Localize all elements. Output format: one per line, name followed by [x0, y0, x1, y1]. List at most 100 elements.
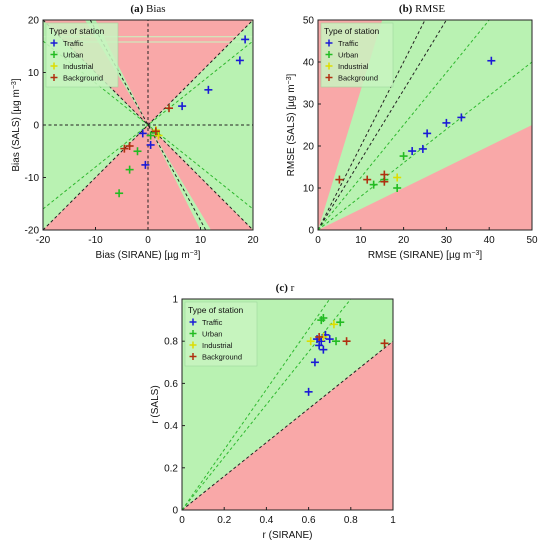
- x-tick-label: 20: [398, 235, 410, 246]
- y-tick-label: -10: [25, 173, 40, 184]
- y-tick-label: 20: [28, 16, 40, 27]
- data-point-traffic: [204, 85, 213, 94]
- legend: Type of station Traffic Urban Industrial Bac…: [45, 22, 119, 88]
- data-point-traffic: [304, 387, 313, 396]
- data-point-industrial: [393, 173, 402, 182]
- legend-box: [320, 22, 394, 88]
- y-tick-label: 0: [172, 506, 178, 517]
- legend-box: [184, 301, 258, 367]
- x-tick-label: 40: [484, 235, 496, 246]
- y-tick-label: 1: [172, 295, 178, 306]
- legend-label: Industrial: [202, 341, 233, 350]
- panel-rmse: 0 10 20 30 40 50 0 10 20 30 40 50 RMSE (SIRANE) [µg …: [286, 3, 538, 261]
- data-point-urban: [393, 184, 402, 192]
- data-point-traffic: [235, 56, 244, 65]
- x-tick-label: 1: [390, 515, 396, 526]
- legend-item-background: Background: [50, 74, 103, 83]
- reference-line: [182, 299, 352, 510]
- data-point-traffic: [457, 113, 466, 122]
- data-point-traffic: [487, 56, 496, 65]
- data-point-urban: [369, 180, 378, 189]
- legend: Type of station Traffic Urban Industrial Bac…: [184, 301, 258, 367]
- data-point-urban: [125, 165, 134, 174]
- x-tick-label: 0.8: [344, 515, 358, 526]
- data-point-background: [380, 170, 389, 179]
- legend-item-urban: Urban: [325, 51, 358, 60]
- panel-bias: -20 -10 0 10 20 -20 -10 0 10 20 Bias (SIRANE) [µg …: [11, 3, 259, 261]
- data-point-traffic: [423, 129, 432, 138]
- data-point-industrial: [306, 337, 315, 346]
- data-point-background: [315, 332, 324, 341]
- data-point-urban: [146, 131, 155, 140]
- data-point-traffic: [317, 337, 326, 346]
- y-tick-label: 0: [33, 121, 39, 132]
- data-point-background: [151, 127, 160, 136]
- data-point-traffic: [310, 358, 319, 367]
- legend-item-urban: Urban: [50, 51, 83, 60]
- legend-label: Industrial: [63, 62, 94, 71]
- reference-line: [182, 340, 393, 510]
- plot-area: [318, 20, 532, 230]
- region-green: [148, 41, 253, 230]
- x-axis-label: Bias (SIRANE) [µg m−3]: [96, 250, 201, 262]
- reference-line: [318, 20, 447, 230]
- legend-item-industrial: Industrial: [325, 62, 369, 71]
- x-tick-label: 20: [247, 235, 259, 246]
- plot-frame: [317, 19, 533, 231]
- data-point-background: [165, 104, 173, 113]
- x-tick-label: 0: [179, 515, 185, 526]
- legend-title: Type of station: [324, 26, 380, 36]
- data-point-urban: [332, 337, 341, 346]
- data-point-traffic: [138, 129, 147, 138]
- data-point-background: [125, 142, 134, 150]
- data-point-background: [363, 175, 372, 184]
- y-tick-label: 0.2: [164, 463, 178, 474]
- x-tick-label: 0: [315, 235, 321, 246]
- data-point-traffic: [241, 35, 250, 44]
- x-tick-label: 10: [195, 235, 207, 246]
- legend: Type of station Traffic Urban Industrial Bac…: [320, 22, 394, 88]
- legend-item-traffic: Traffic: [50, 39, 84, 48]
- data-point-industrial: [329, 320, 338, 329]
- x-axis-label: RMSE (SIRANE) [µg m−3]: [368, 250, 483, 262]
- data-point-traffic: [315, 341, 324, 350]
- legend-item-industrial: Industrial: [189, 341, 233, 350]
- region-green: [318, 20, 532, 230]
- reference-line: [318, 61, 532, 230]
- data-point-background: [120, 144, 129, 153]
- y-axis-label: r (SALS): [150, 385, 161, 423]
- y-tick-label: 20: [303, 142, 315, 153]
- data-point-background: [380, 339, 389, 348]
- data-point-background: [380, 177, 389, 186]
- legend-item-background: Background: [325, 74, 378, 83]
- plot-frame: [181, 298, 394, 511]
- legend-label: Industrial: [338, 62, 369, 71]
- legend-label: Traffic: [202, 318, 223, 327]
- reference-line: [318, 20, 426, 230]
- data-point-industrial: [154, 131, 163, 140]
- y-tick-label: 0.8: [164, 337, 178, 348]
- data-point-background: [335, 175, 344, 184]
- panel-r: 0 0.2 0.4 0.6 0.8 1 0 0.2 0.4 0.6 0.8 1 r (SIRANE) r …: [150, 282, 396, 541]
- data-point-urban: [319, 313, 328, 322]
- legend-label: Background: [202, 353, 242, 362]
- x-tick-label: 10: [355, 235, 367, 246]
- data-point-urban: [133, 147, 142, 156]
- x-tick-label: -10: [88, 235, 103, 246]
- y-tick-label: 0: [308, 226, 314, 237]
- legend-title: Type of station: [49, 26, 105, 36]
- data-point-urban: [336, 318, 345, 327]
- y-tick-label: 10: [303, 184, 315, 195]
- legend-label: Urban: [63, 51, 83, 60]
- x-axis-label: r (SIRANE): [263, 530, 313, 541]
- legend-label: Urban: [202, 330, 222, 339]
- data-point-traffic: [418, 144, 427, 153]
- x-tick-label: 30: [441, 235, 453, 246]
- y-tick-label: 0.6: [164, 379, 178, 390]
- legend-item-traffic: Traffic: [325, 39, 359, 48]
- legend-label: Background: [63, 74, 103, 83]
- data-point-traffic: [408, 147, 417, 156]
- y-axis-label: Bias (SALS) [µg m−3]: [11, 78, 23, 171]
- reference-line: [182, 299, 331, 510]
- chart-title: (b) RMSE: [399, 3, 445, 15]
